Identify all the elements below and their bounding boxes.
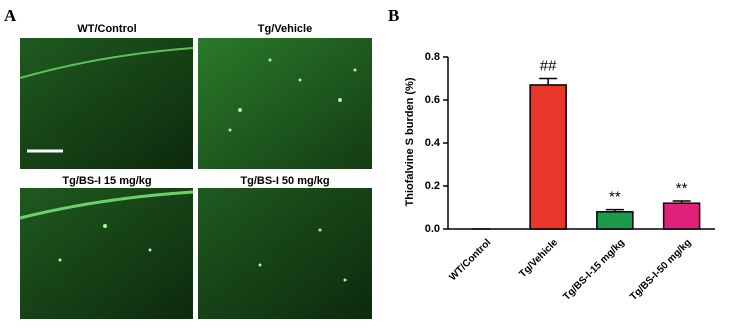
y-tick-label: 0.8 xyxy=(425,51,440,63)
y-tick-label: 0.4 xyxy=(425,137,441,149)
image-caption: WT/Control xyxy=(77,23,136,35)
annotation: ## xyxy=(540,57,557,74)
micrograph xyxy=(198,38,372,169)
x-tick-label: Tg/BS-I-15 mg/kg xyxy=(561,237,627,303)
image-caption: Tg/Vehicle xyxy=(258,23,312,35)
y-tick-label: 0.0 xyxy=(425,223,440,235)
y-tick-label: 0.2 xyxy=(425,180,440,192)
y-axis-label: Thiofalvine S burden (%) xyxy=(404,77,416,206)
micrograph xyxy=(19,38,194,169)
y-tick-label: 0.6 xyxy=(425,94,440,106)
annotation: ** xyxy=(676,180,688,197)
bar xyxy=(662,202,701,230)
panel-label: A xyxy=(4,6,17,25)
micrograph xyxy=(198,188,372,319)
image-caption: Tg/BS-I 50 mg/kg xyxy=(240,175,329,187)
x-tick-label: Tg/BS-I-50 mg/kg xyxy=(628,237,694,303)
annotation: ** xyxy=(609,189,621,206)
x-tick-label: WT/Control xyxy=(447,237,493,283)
image-caption: Tg/BS-I 15 mg/kg xyxy=(62,175,151,187)
micrograph xyxy=(19,188,194,319)
bar xyxy=(529,84,567,230)
panel-label: B xyxy=(388,6,399,25)
bar xyxy=(596,211,634,230)
x-tick-label: Tg/Vehicle xyxy=(517,237,560,280)
